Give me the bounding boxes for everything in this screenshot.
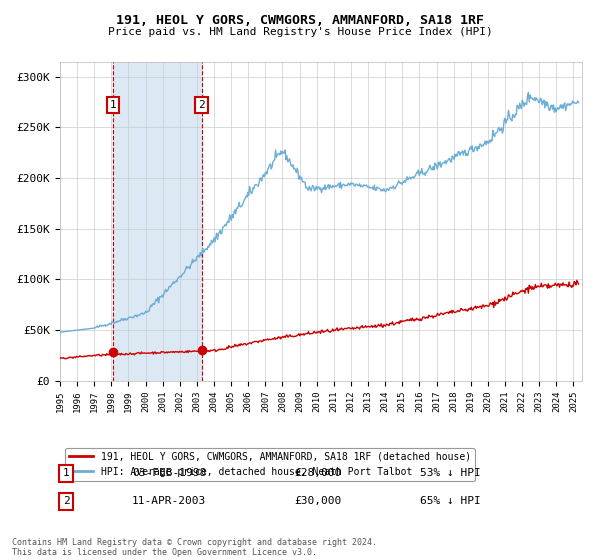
Text: 03-FEB-1998: 03-FEB-1998 bbox=[132, 468, 206, 478]
Text: 53% ↓ HPI: 53% ↓ HPI bbox=[420, 468, 481, 478]
Text: 1: 1 bbox=[110, 100, 116, 110]
Text: £28,000: £28,000 bbox=[294, 468, 341, 478]
Text: Price paid vs. HM Land Registry's House Price Index (HPI): Price paid vs. HM Land Registry's House … bbox=[107, 27, 493, 37]
Text: 2: 2 bbox=[62, 496, 70, 506]
Text: 2: 2 bbox=[198, 100, 205, 110]
Text: 65% ↓ HPI: 65% ↓ HPI bbox=[420, 496, 481, 506]
Text: 191, HEOL Y GORS, CWMGORS, AMMANFORD, SA18 1RF: 191, HEOL Y GORS, CWMGORS, AMMANFORD, SA… bbox=[116, 14, 484, 27]
Legend: 191, HEOL Y GORS, CWMGORS, AMMANFORD, SA18 1RF (detached house), HPI: Average pr: 191, HEOL Y GORS, CWMGORS, AMMANFORD, SA… bbox=[65, 448, 475, 480]
Bar bbox=[113, 62, 202, 381]
Text: 11-APR-2003: 11-APR-2003 bbox=[132, 496, 206, 506]
Text: Contains HM Land Registry data © Crown copyright and database right 2024.
This d: Contains HM Land Registry data © Crown c… bbox=[12, 538, 377, 557]
Text: £30,000: £30,000 bbox=[294, 496, 341, 506]
Text: 1: 1 bbox=[62, 468, 70, 478]
